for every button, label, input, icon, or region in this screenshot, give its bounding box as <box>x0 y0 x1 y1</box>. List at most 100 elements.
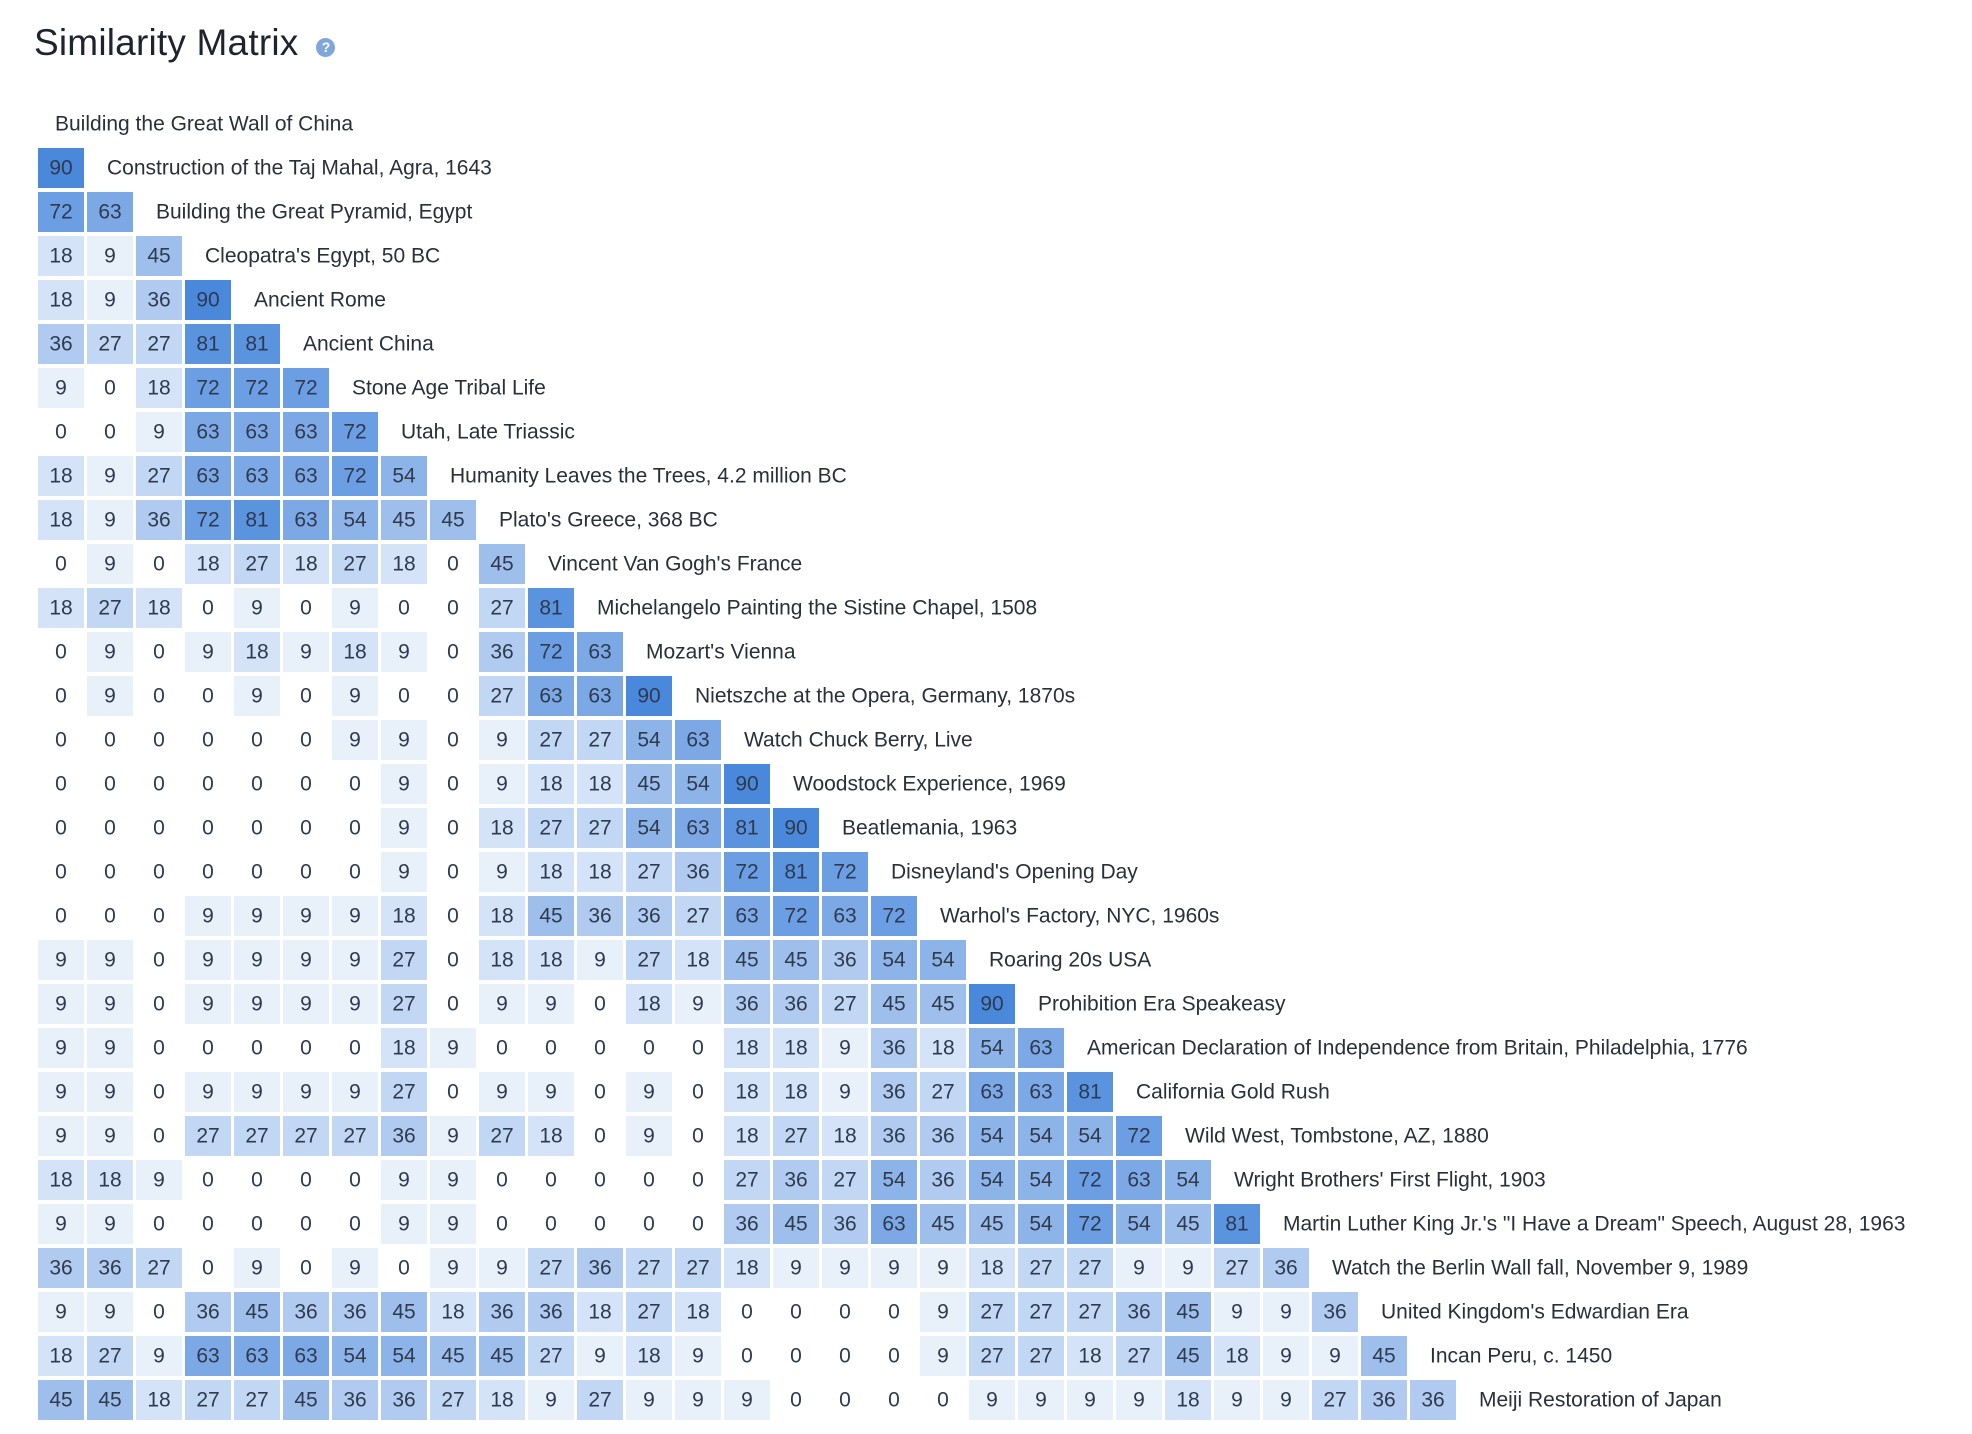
cell-value-label: 9 <box>202 993 214 1016</box>
cell-value-label: 18 <box>49 1169 72 1192</box>
row-label: Building the Great Pyramid, Egypt <box>156 201 472 224</box>
cell-value-label: 36 <box>735 993 758 1016</box>
cell-value-label: 0 <box>251 1037 263 1060</box>
cell-value-label: 18 <box>98 1169 121 1192</box>
cell-value-label: 36 <box>735 1213 758 1236</box>
cell-value-label: 0 <box>741 1301 753 1324</box>
cell-value-label: 27 <box>588 817 611 840</box>
heatmap-cell <box>185 940 231 980</box>
cell-value-label: 9 <box>153 421 165 444</box>
cell-value-label: 36 <box>1323 1301 1346 1324</box>
cell-value-label: 36 <box>882 1037 905 1060</box>
cell-value-label: 36 <box>98 1257 121 1280</box>
cell-value-label: 36 <box>784 1169 807 1192</box>
heatmap-cell <box>1410 1380 1456 1420</box>
heatmap-cell <box>283 1336 329 1376</box>
cell-value-label: 0 <box>349 817 361 840</box>
cell-value-label: 0 <box>153 1301 165 1324</box>
heatmap-cell <box>675 808 721 848</box>
heatmap-cell <box>1361 1380 1407 1420</box>
heatmap-cell <box>675 1248 721 1288</box>
heatmap-cell <box>1214 1292 1260 1332</box>
cell-value-label: 18 <box>784 1081 807 1104</box>
heatmap-cell <box>577 896 623 936</box>
cell-value-label: 54 <box>392 1345 416 1368</box>
cell-value-label: 45 <box>392 1301 415 1324</box>
heatmap-cell <box>675 1336 721 1376</box>
cell-value-label: 36 <box>882 1081 905 1104</box>
cell-value-label: 9 <box>349 685 361 708</box>
cell-value-label: 18 <box>392 905 415 928</box>
cell-value-label: 90 <box>784 817 807 840</box>
cell-value-label: 0 <box>447 993 459 1016</box>
heatmap-cell <box>626 1072 672 1112</box>
heatmap-cell <box>528 1160 574 1200</box>
cell-value-label: 0 <box>104 729 116 752</box>
cell-value-label: 45 <box>1176 1213 1199 1236</box>
heatmap-cell <box>136 1072 182 1112</box>
cell-value-label: 36 <box>392 1389 415 1412</box>
heatmap-cell <box>675 896 721 936</box>
cell-value-label: 63 <box>294 421 317 444</box>
heatmap-cell <box>381 896 427 936</box>
cell-value-label: 81 <box>784 861 807 884</box>
cell-value-label: 27 <box>588 729 611 752</box>
row-label: Wild West, Tombstone, AZ, 1880 <box>1185 1125 1489 1148</box>
title-row: Similarity Matrix ? <box>34 18 336 68</box>
heatmap-cell <box>871 1336 917 1376</box>
cell-value-label: 9 <box>104 553 116 576</box>
cell-value-label: 54 <box>931 949 955 972</box>
cell-value-label: 0 <box>888 1389 900 1412</box>
cell-value-label: 54 <box>1078 1125 1102 1148</box>
cell-value-label: 45 <box>49 1389 72 1412</box>
row-label: Roaring 20s USA <box>989 949 1151 972</box>
cell-value-label: 9 <box>104 1037 116 1060</box>
cell-value-label: 0 <box>300 1213 312 1236</box>
heatmap-cell <box>969 1248 1015 1288</box>
heatmap-cell <box>626 676 672 716</box>
row-label: Prohibition Era Speakeasy <box>1038 993 1286 1016</box>
cell-value-label: 0 <box>545 1213 557 1236</box>
cell-value-label: 63 <box>882 1213 905 1236</box>
heatmap-cell <box>87 1116 133 1156</box>
heatmap-cell <box>430 808 476 848</box>
heatmap-cell <box>528 984 574 1024</box>
heatmap-cell <box>283 1380 329 1420</box>
heatmap-cell <box>1116 1204 1162 1244</box>
heatmap-cell <box>969 1292 1015 1332</box>
heatmap-cell <box>38 984 84 1024</box>
cell-value-label: 18 <box>686 949 709 972</box>
cell-value-label: 9 <box>251 993 263 1016</box>
cell-value-label: 36 <box>147 289 170 312</box>
heatmap-cell <box>283 412 329 452</box>
cell-value-label: 0 <box>55 817 67 840</box>
heatmap-cell <box>822 1204 868 1244</box>
cell-value-label: 63 <box>98 201 121 224</box>
cell-value-label: 18 <box>147 597 170 620</box>
question-circle-icon[interactable]: ? <box>316 37 336 57</box>
heatmap-cell <box>626 764 672 804</box>
cell-value-label: 9 <box>153 1169 165 1192</box>
heatmap-cell <box>1165 1380 1211 1420</box>
heatmap-cell <box>283 368 329 408</box>
heatmap-cell <box>1018 1292 1064 1332</box>
heatmap-cell <box>185 280 231 320</box>
heatmap-cell <box>136 676 182 716</box>
heatmap-cell <box>87 852 133 892</box>
cell-value-label: 9 <box>55 993 67 1016</box>
cell-value-label: 9 <box>104 1125 116 1148</box>
heatmap-cell <box>920 1116 966 1156</box>
cell-value-label: 18 <box>490 817 513 840</box>
cell-value-label: 27 <box>637 861 660 884</box>
cell-value-label: 36 <box>833 1213 856 1236</box>
cell-value-label: 27 <box>637 949 660 972</box>
cell-value-label: 0 <box>398 597 410 620</box>
cell-value-label: 18 <box>931 1037 954 1060</box>
heatmap-cell <box>430 500 476 540</box>
heatmap-cell <box>969 1160 1015 1200</box>
heatmap-cell <box>626 720 672 760</box>
heatmap-cell <box>234 500 280 540</box>
heatmap-cell <box>920 1336 966 1376</box>
cell-value-label: 0 <box>447 773 459 796</box>
